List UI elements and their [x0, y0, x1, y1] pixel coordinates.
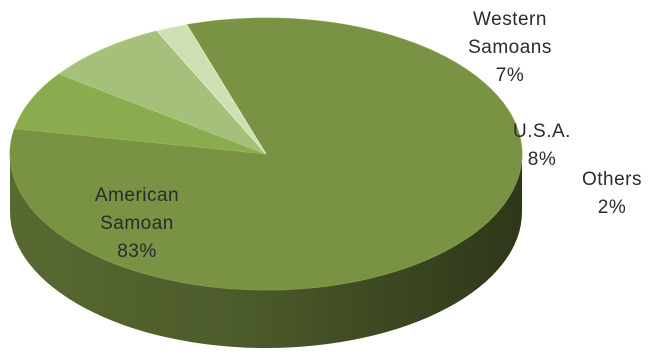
slice-label-others: Others 2%	[563, 166, 661, 222]
slice-percent: 2%	[597, 197, 627, 218]
slice-percent: 7%	[495, 65, 525, 86]
pie-slice	[13, 73, 267, 155]
slice-name-line: Others	[581, 169, 643, 190]
slice-name-line: Western	[473, 9, 547, 30]
slice-percent: 8%	[527, 149, 557, 170]
slice-side-wall	[10, 154, 522, 348]
slice-label-western-samoans: Western Samoans 7%	[450, 6, 570, 90]
pie-slice	[58, 30, 267, 155]
pie-slice	[156, 24, 267, 155]
slice-label-american-samoan: American Samoan 83%	[72, 182, 202, 266]
slice-label-usa: U.S.A. 8%	[497, 118, 587, 174]
slice-percent: 83%	[117, 241, 157, 262]
slice-name-line: U.S.A.	[513, 121, 571, 142]
slice-name-line: Samoans	[468, 37, 552, 58]
slice-name-line: American	[94, 185, 180, 206]
slice-name-line: Samoan	[100, 213, 174, 234]
